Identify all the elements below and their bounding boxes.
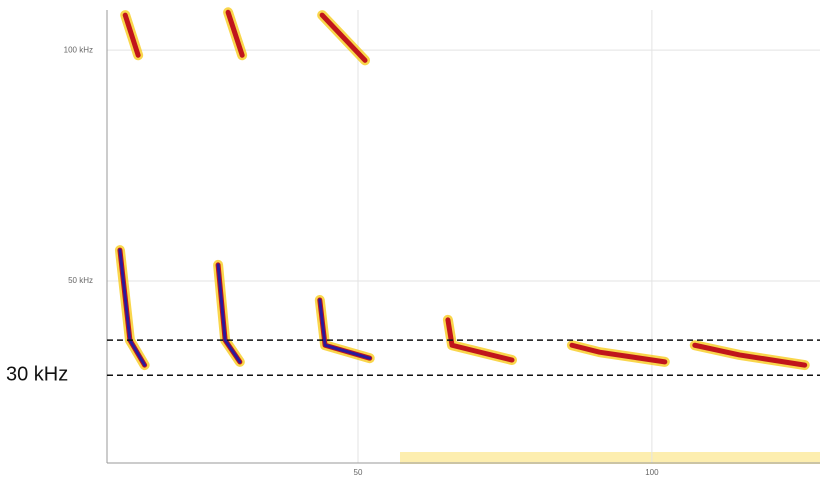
call bbox=[319, 12, 368, 63]
y-tick-label: 100 kHz bbox=[64, 45, 93, 54]
call bbox=[225, 9, 245, 58]
call bbox=[122, 12, 141, 58]
x-tick-label: 100 bbox=[645, 468, 659, 477]
x-tick-label: 50 bbox=[354, 468, 363, 477]
call bbox=[569, 342, 668, 365]
noise-band bbox=[400, 452, 820, 464]
call-core bbox=[318, 298, 372, 360]
call bbox=[445, 317, 515, 363]
annotation: 30 kHz bbox=[6, 363, 68, 385]
y-tick-label: 50 kHz bbox=[68, 276, 93, 285]
call-core bbox=[216, 263, 242, 364]
call bbox=[692, 342, 808, 368]
